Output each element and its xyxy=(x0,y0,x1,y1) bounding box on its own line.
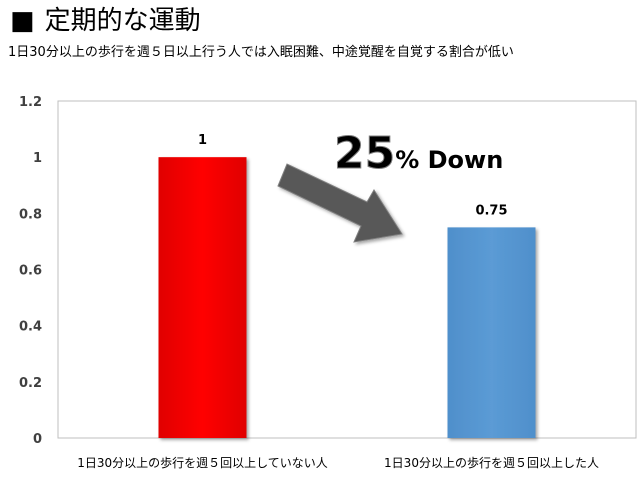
y-tick-label: 0.2 xyxy=(19,376,42,391)
bar xyxy=(158,157,247,438)
y-tick-label: 0 xyxy=(33,432,42,447)
reduction-number: 25 xyxy=(334,128,395,179)
y-tick-label: 0.8 xyxy=(19,207,42,222)
bar-value-label: 1 xyxy=(198,133,207,148)
bar-value-label: 0.75 xyxy=(475,203,507,218)
slide-subtitle: 1日30分以上の歩行を週５日以上行う人では入眠困難、中途覚醒を自覚する割合が低い xyxy=(8,45,514,60)
slide-title: ■ 定期的な運動 xyxy=(10,4,201,38)
slide-title-text: 定期的な運動 xyxy=(44,6,201,36)
y-tick-label: 0.4 xyxy=(19,320,42,335)
reduction-label: % Down xyxy=(395,146,503,174)
square-bullet-icon: ■ xyxy=(10,6,35,36)
y-tick-label: 1 xyxy=(33,151,42,166)
x-category-label: 1日30分以上の歩行を週５回以上していない人 xyxy=(77,455,328,470)
down-arrow-icon xyxy=(277,163,403,243)
y-tick-label: 1.2 xyxy=(19,95,42,110)
bar xyxy=(447,227,536,438)
x-category-label: 1日30分以上の歩行を週５回以上した人 xyxy=(384,455,599,470)
reduction-annotation: 25% Down xyxy=(334,128,503,179)
plot-area-border xyxy=(57,100,637,439)
y-tick-label: 0.6 xyxy=(19,264,42,279)
